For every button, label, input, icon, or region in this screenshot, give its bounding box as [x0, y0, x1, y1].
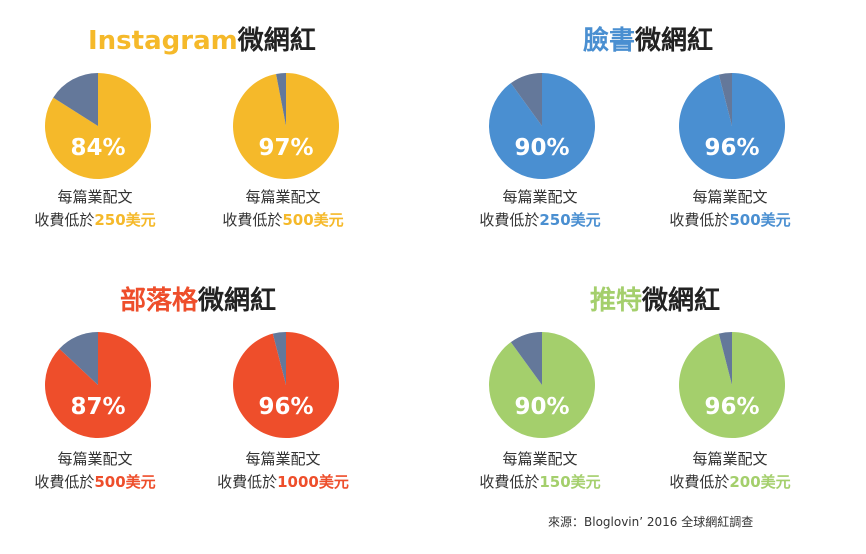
caption-prefix: 收費低於: [669, 211, 730, 229]
pie-chart: 96%: [233, 332, 340, 438]
caption-price: 500美元: [94, 473, 156, 491]
panel-heading: Instagram微網紅: [88, 28, 316, 54]
caption-price: 1000美元: [277, 473, 349, 491]
pie-chart: 87%: [44, 332, 151, 438]
pie-slice-minority: [510, 332, 542, 385]
pie-slice-majority: [679, 73, 786, 179]
caption-line1: 每篇業配文: [57, 450, 133, 468]
pie-slice-majority: [488, 73, 595, 179]
pie-chart: 96%: [679, 73, 786, 179]
pie-slice-majority: [44, 73, 151, 179]
pie-caption: 每篇業配文收費低於500美元: [198, 186, 368, 232]
pie-percent-label: 96%: [258, 394, 313, 420]
pie-caption: 每篇業配文收費低於500美元: [645, 186, 815, 232]
caption-line2: 收費低於150美元: [455, 471, 625, 494]
caption-line1: 每篇業配文: [57, 188, 133, 206]
pie-percent-label: 90%: [514, 135, 569, 161]
pie-slice-minority: [272, 332, 286, 385]
pie-slice-minority: [53, 73, 98, 126]
caption-line1: 每篇業配文: [245, 188, 321, 206]
pie-caption: 每篇業配文收費低於250美元: [455, 186, 625, 232]
caption-line2: 收費低於250美元: [10, 209, 180, 232]
caption-prefix: 收費低於: [34, 473, 95, 491]
caption-price: 500美元: [282, 211, 344, 229]
caption-price: 200美元: [729, 473, 791, 491]
pie-percent-label: 96%: [704, 394, 759, 420]
pie-chart: 96%: [679, 332, 786, 438]
pie-chart: 90%: [488, 73, 595, 179]
source-note: 來源：Bloglovin’ 2016 全球網紅調查: [548, 515, 754, 529]
caption-price: 250美元: [94, 211, 156, 229]
pie-slice-majority: [233, 73, 340, 179]
pie-caption: 每篇業配文收費低於200美元: [645, 448, 815, 494]
pie-percent-label: 90%: [514, 394, 569, 420]
pie-slice-majority: [488, 332, 595, 438]
caption-prefix: 收費低於: [479, 211, 540, 229]
pie-chart: 97%: [233, 73, 340, 179]
pie-slice-majority: [233, 332, 340, 438]
pie-percent-label: 87%: [70, 394, 125, 420]
caption-price: 150美元: [539, 473, 601, 491]
pie-slice-minority: [276, 73, 286, 126]
caption-price: 500美元: [729, 211, 791, 229]
caption-line2: 收費低於500美元: [645, 209, 815, 232]
caption-line1: 每篇業配文: [692, 450, 768, 468]
caption-prefix: 收費低於: [34, 211, 95, 229]
caption-prefix: 收費低於: [217, 473, 278, 491]
panel-heading-brand: Instagram: [88, 26, 238, 56]
caption-prefix: 收費低於: [479, 473, 540, 491]
caption-line2: 收費低於1000美元: [198, 471, 368, 494]
pie-caption: 每篇業配文收費低於1000美元: [198, 448, 368, 494]
caption-line1: 每篇業配文: [502, 188, 578, 206]
panel-heading-suffix: 微網紅: [635, 26, 714, 56]
panel-heading-suffix: 微網紅: [642, 286, 721, 316]
caption-line2: 收費低於500美元: [10, 471, 180, 494]
caption-line2: 收費低於250美元: [455, 209, 625, 232]
panel-heading-brand: 部落格: [120, 286, 199, 316]
pie-slice-minority: [718, 332, 732, 385]
panel-heading: 臉書微網紅: [583, 28, 713, 54]
pie-percent-label: 84%: [70, 135, 125, 161]
pie-percent-label: 97%: [258, 135, 313, 161]
pie-caption: 每篇業配文收費低於150美元: [455, 448, 625, 494]
pie-caption: 每篇業配文收費低於500美元: [10, 448, 180, 494]
caption-line1: 每篇業配文: [245, 450, 321, 468]
pie-slice-majority: [44, 332, 151, 438]
pie-slice-minority: [59, 332, 98, 385]
pie-chart: 90%: [488, 332, 595, 438]
caption-prefix: 收費低於: [669, 473, 730, 491]
pie-chart: 84%: [44, 73, 151, 179]
pie-caption: 每篇業配文收費低於250美元: [10, 186, 180, 232]
caption-line1: 每篇業配文: [692, 188, 768, 206]
caption-line1: 每篇業配文: [502, 450, 578, 468]
panel-heading: 部落格微網紅: [120, 288, 276, 314]
panel-heading-brand: 臉書: [583, 26, 636, 56]
panel-heading-suffix: 微網紅: [237, 26, 316, 56]
caption-line2: 收費低於200美元: [645, 471, 815, 494]
pie-slice-minority: [510, 73, 542, 126]
panel-heading-brand: 推特: [590, 286, 643, 316]
pie-slice-minority: [718, 73, 732, 126]
caption-price: 250美元: [539, 211, 601, 229]
panel-heading: 推特微網紅: [590, 288, 720, 314]
caption-prefix: 收費低於: [222, 211, 283, 229]
pie-slice-majority: [679, 332, 786, 438]
panel-heading-suffix: 微網紅: [198, 286, 277, 316]
pie-percent-label: 96%: [704, 135, 759, 161]
caption-line2: 收費低於500美元: [198, 209, 368, 232]
